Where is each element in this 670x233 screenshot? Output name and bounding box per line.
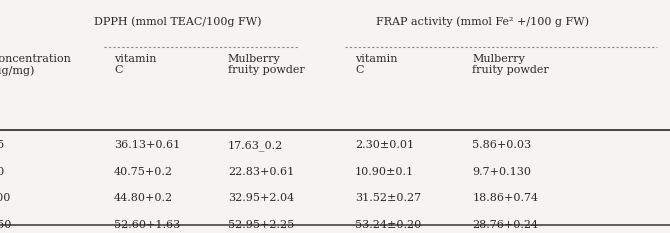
Text: 2.30±0.01: 2.30±0.01 (355, 140, 414, 150)
Text: 18.86+0.74: 18.86+0.74 (472, 193, 539, 203)
Text: FRAP activity (mmol Fe² +/100 g FW): FRAP activity (mmol Fe² +/100 g FW) (376, 16, 589, 27)
Text: 50: 50 (0, 167, 4, 177)
Text: Concentration
(µg/mg): Concentration (µg/mg) (0, 54, 71, 76)
Text: 22.83+0.61: 22.83+0.61 (228, 167, 294, 177)
Text: 31.52±0.27: 31.52±0.27 (355, 193, 421, 203)
Text: 250: 250 (0, 220, 11, 230)
Text: 100: 100 (0, 193, 11, 203)
Text: 10.90±0.1: 10.90±0.1 (355, 167, 414, 177)
Text: 32.95+2.04: 32.95+2.04 (228, 193, 294, 203)
Text: Mulberry
fruity powder: Mulberry fruity powder (472, 54, 549, 75)
Text: 36.13+0.61: 36.13+0.61 (114, 140, 180, 150)
Text: 17.63_0.2: 17.63_0.2 (228, 140, 283, 151)
Text: 52.95+2.25: 52.95+2.25 (228, 220, 294, 230)
Text: 28.76+0.24: 28.76+0.24 (472, 220, 539, 230)
Text: 5.86+0.03: 5.86+0.03 (472, 140, 531, 150)
Text: 44.80+0.2: 44.80+0.2 (114, 193, 173, 203)
Text: Mulberry
fruity powder: Mulberry fruity powder (228, 54, 305, 75)
Text: vitamin
C: vitamin C (355, 54, 397, 75)
Text: 53.24±0.20: 53.24±0.20 (355, 220, 421, 230)
Text: 40.75+0.2: 40.75+0.2 (114, 167, 173, 177)
Text: 52.60+1.63: 52.60+1.63 (114, 220, 180, 230)
Text: 25: 25 (0, 140, 4, 150)
Text: vitamin
C: vitamin C (114, 54, 156, 75)
Text: DPPH (mmol TEAC/100g FW): DPPH (mmol TEAC/100g FW) (94, 16, 261, 27)
Text: 9.7+0.130: 9.7+0.130 (472, 167, 531, 177)
